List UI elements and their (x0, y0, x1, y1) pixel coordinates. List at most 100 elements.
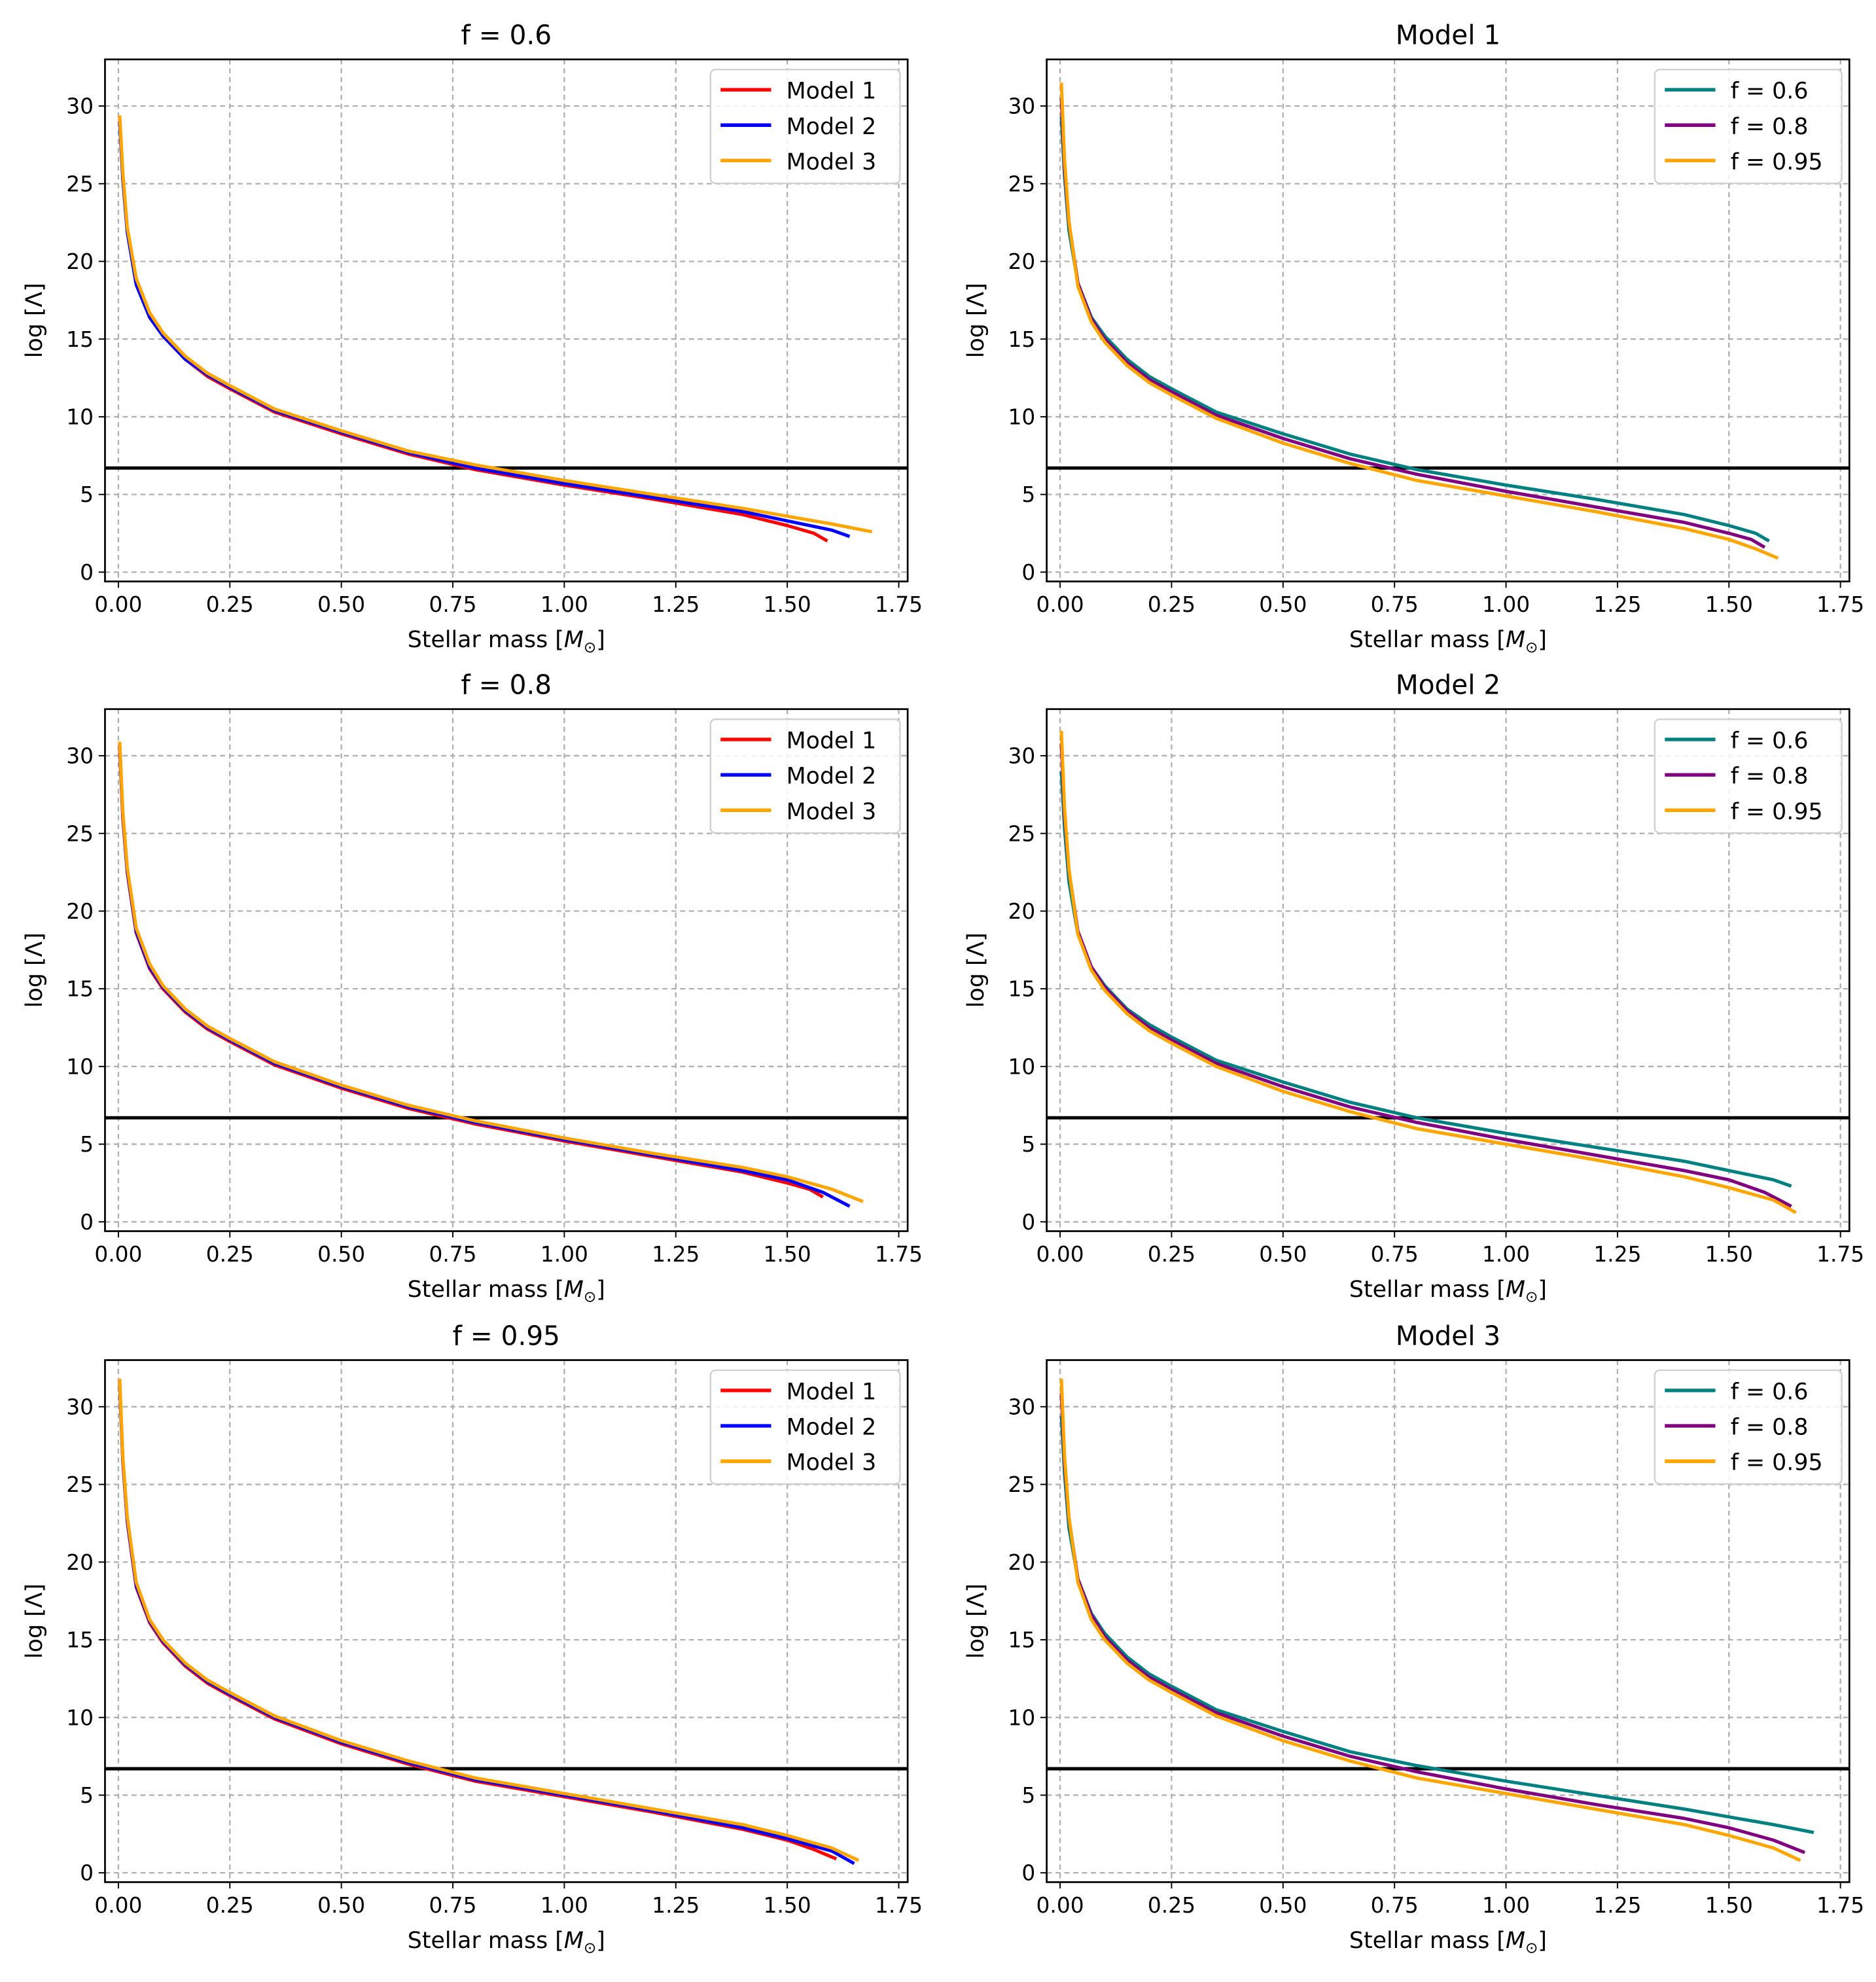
legend: Model 1 Model 2 Model 3 (709, 718, 901, 834)
legend-label: Model 2 (787, 764, 877, 790)
subplot-3: 0.00 0.25 0.50 0.75 1.00 1.25 1.50 1.75 0 5 10 15 20… (22, 669, 923, 1306)
x-tick-label: 1.75 (1816, 592, 1864, 617)
y-tick-label: 5 (1021, 1783, 1035, 1808)
y-tick-label: 0 (80, 1861, 94, 1886)
x-tick-label: 1.25 (652, 1242, 699, 1267)
y-tick-label: 20 (66, 1550, 94, 1575)
x-label-close: ] (596, 627, 605, 653)
x-tick-label: 0.00 (94, 592, 142, 617)
x-tick-label: 1.50 (764, 1242, 811, 1267)
y-axis-label: log [Λ] (963, 283, 989, 358)
x-label-subscript: ⊙ (584, 1288, 596, 1306)
x-tick-label: 1.00 (540, 592, 588, 617)
legend-box (1654, 1369, 1843, 1485)
x-tick-label: 1.50 (1705, 1893, 1753, 1918)
x-tick-label: 1.75 (1816, 1893, 1864, 1918)
x-tick-label: 0.25 (206, 1242, 254, 1267)
legend-label: Model 2 (787, 1415, 877, 1441)
x-label-close: ] (1538, 627, 1547, 653)
x-tick-label: 0.75 (1371, 1242, 1419, 1267)
legend-box (709, 69, 901, 185)
x-tick-label: 0.75 (1371, 1893, 1419, 1918)
y-tick-label: 15 (66, 977, 94, 1002)
legend-label: Model 3 (787, 799, 877, 825)
y-tick-label: 25 (66, 821, 94, 846)
x-label-symbol: M (1506, 627, 1525, 653)
legend-box (709, 1369, 901, 1485)
x-label-text: Stellar mass [ (408, 627, 564, 653)
legend-label: f = 0.8 (1731, 1415, 1809, 1441)
y-tick-label: 5 (80, 482, 94, 507)
legend-box (709, 718, 901, 834)
x-tick-label: 0.00 (1036, 592, 1084, 617)
x-tick-label: 0.75 (429, 1242, 476, 1267)
y-tick-label: 10 (66, 1705, 94, 1730)
x-tick-label: 1.00 (1482, 1242, 1530, 1267)
y-tick-label: 5 (1021, 482, 1035, 507)
x-label-subscript: ⊙ (584, 639, 596, 656)
subplot-6: 0.00 0.25 0.50 0.75 1.00 1.25 1.50 1.75 0 5 10 15 20… (963, 1320, 1864, 1956)
x-axis-label: Stellar mass [M⊙] (408, 1928, 605, 1957)
axes-frame (1046, 708, 1850, 1232)
series-line-model-3 (118, 741, 864, 1203)
y-tick-label: 10 (66, 1054, 94, 1079)
y-tick-label: 10 (66, 405, 94, 430)
series-line-f-0-95 (1059, 730, 1797, 1214)
y-tick-label: 15 (1008, 977, 1035, 1002)
y-tick-label: 30 (1008, 744, 1035, 769)
x-tick-label: 0.25 (1148, 1242, 1195, 1267)
x-axis-label: Stellar mass [M⊙] (1349, 1277, 1547, 1306)
y-tick-label: 30 (1008, 1394, 1035, 1419)
series-line-f-0-95 (1059, 82, 1779, 560)
y-tick-label: 20 (66, 899, 94, 924)
x-tick-label: 0.25 (1148, 1893, 1195, 1918)
y-tick-label: 0 (80, 560, 94, 585)
x-label-text: Stellar mass [ (408, 1277, 564, 1303)
legend-label: f = 0.95 (1731, 799, 1823, 825)
x-label-symbol: M (1506, 1928, 1525, 1954)
x-label-symbol: M (564, 1277, 584, 1303)
y-tick-label: 15 (66, 327, 94, 352)
x-tick-label: 1.25 (652, 1893, 699, 1918)
subplot-4: 0.00 0.25 0.50 0.75 1.00 1.25 1.50 1.75 0 5 10 15 20… (963, 669, 1864, 1306)
x-tick-label: 0.50 (1259, 1242, 1307, 1267)
x-tick-label: 1.75 (875, 1893, 923, 1918)
legend-label: f = 0.95 (1731, 149, 1823, 175)
y-tick-label: 0 (1021, 1861, 1035, 1886)
legend-label: Model 2 (787, 114, 877, 140)
x-label-subscript: ⊙ (1525, 1939, 1538, 1957)
x-label-close: ] (1538, 1277, 1547, 1303)
y-tick-label: 30 (66, 744, 94, 769)
y-axis-label: log [Λ] (22, 1584, 48, 1659)
x-tick-label: 0.25 (206, 592, 254, 617)
legend-label: f = 0.95 (1731, 1450, 1823, 1476)
y-tick-label: 10 (1008, 405, 1035, 430)
y-tick-label: 30 (1008, 94, 1035, 119)
subplot-title: f = 0.6 (461, 20, 552, 51)
x-label-close: ] (596, 1928, 605, 1954)
x-tick-label: 1.75 (1816, 1242, 1864, 1267)
x-tick-label: 0.25 (1148, 592, 1195, 617)
x-axis-label: Stellar mass [M⊙] (408, 1277, 605, 1306)
y-tick-label: 25 (1008, 1472, 1035, 1497)
x-label-text: Stellar mass [ (1349, 627, 1506, 653)
x-label-text: Stellar mass [ (1349, 1928, 1506, 1954)
subplot-title: f = 0.8 (461, 669, 552, 701)
y-tick-label: 25 (1008, 821, 1035, 846)
x-tick-label: 0.50 (317, 592, 365, 617)
subplot-title: Model 1 (1396, 20, 1500, 51)
y-tick-label: 30 (66, 1394, 94, 1419)
x-axis-label: Stellar mass [M⊙] (408, 627, 605, 656)
x-label-subscript: ⊙ (1525, 639, 1538, 656)
axes-frame (104, 1359, 909, 1883)
legend-label: Model 1 (787, 728, 877, 754)
x-tick-label: 1.50 (764, 1893, 811, 1918)
x-tick-label: 0.00 (94, 1242, 142, 1267)
y-axis-label: log [Λ] (22, 932, 48, 1008)
legend: f = 0.6 f = 0.8 f = 0.95 (1654, 718, 1843, 834)
x-label-close: ] (1538, 1928, 1547, 1954)
legend: Model 1 Model 2 Model 3 (709, 69, 901, 185)
y-tick-label: 10 (1008, 1705, 1035, 1730)
x-tick-label: 1.25 (1593, 1242, 1641, 1267)
